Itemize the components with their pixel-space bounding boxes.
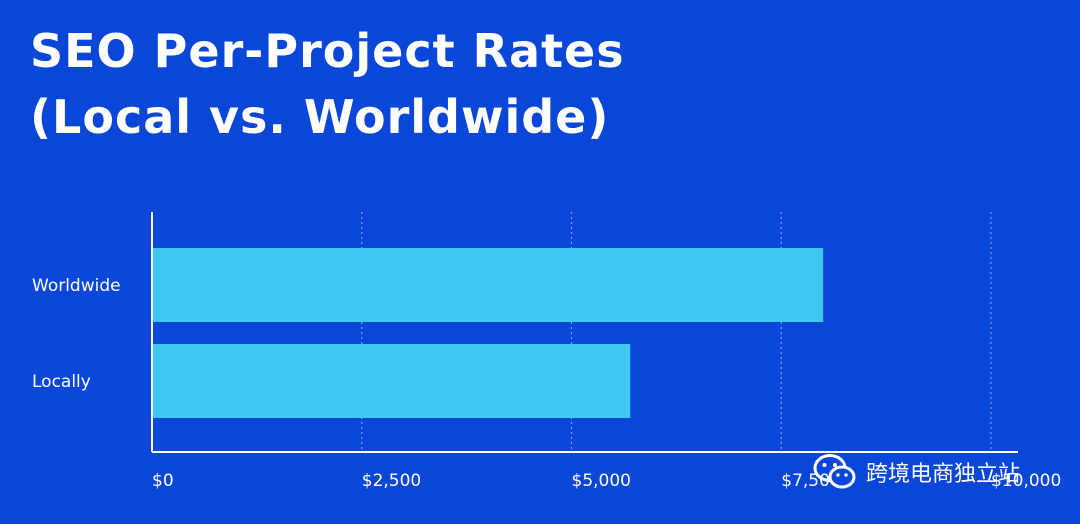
tick-label-4: $10,000 bbox=[991, 471, 1061, 491]
tick-label-3: $7,500 bbox=[781, 471, 840, 491]
chart-title-line-1: SEO Per-Project Rates bbox=[30, 24, 625, 78]
chart-title: SEO Per-Project Rates (Local vs. Worldwi… bbox=[30, 18, 625, 150]
category-label-worldwide: Worldwide bbox=[32, 276, 121, 296]
tick-label-2: $5,000 bbox=[572, 471, 631, 491]
watermark-text: 跨境电商独立站 bbox=[866, 462, 1021, 487]
axes bbox=[151, 212, 1018, 453]
chart-title-line-2: (Local vs. Worldwide) bbox=[30, 90, 610, 144]
bars bbox=[152, 248, 824, 418]
category-labels: Worldwide Locally bbox=[32, 276, 121, 392]
tick-labels: $0 $2,500 $5,000 $7,500 $10,000 bbox=[152, 471, 1061, 491]
tick-label-1: $2,500 bbox=[362, 471, 421, 491]
bar-worldwide bbox=[152, 248, 824, 322]
bar-locally bbox=[152, 344, 631, 418]
tick-label-0: $0 bbox=[152, 471, 174, 491]
wechat-icon bbox=[813, 454, 856, 489]
watermark: 跨境电商独立站 bbox=[812, 452, 1020, 492]
category-label-locally: Locally bbox=[32, 372, 91, 392]
